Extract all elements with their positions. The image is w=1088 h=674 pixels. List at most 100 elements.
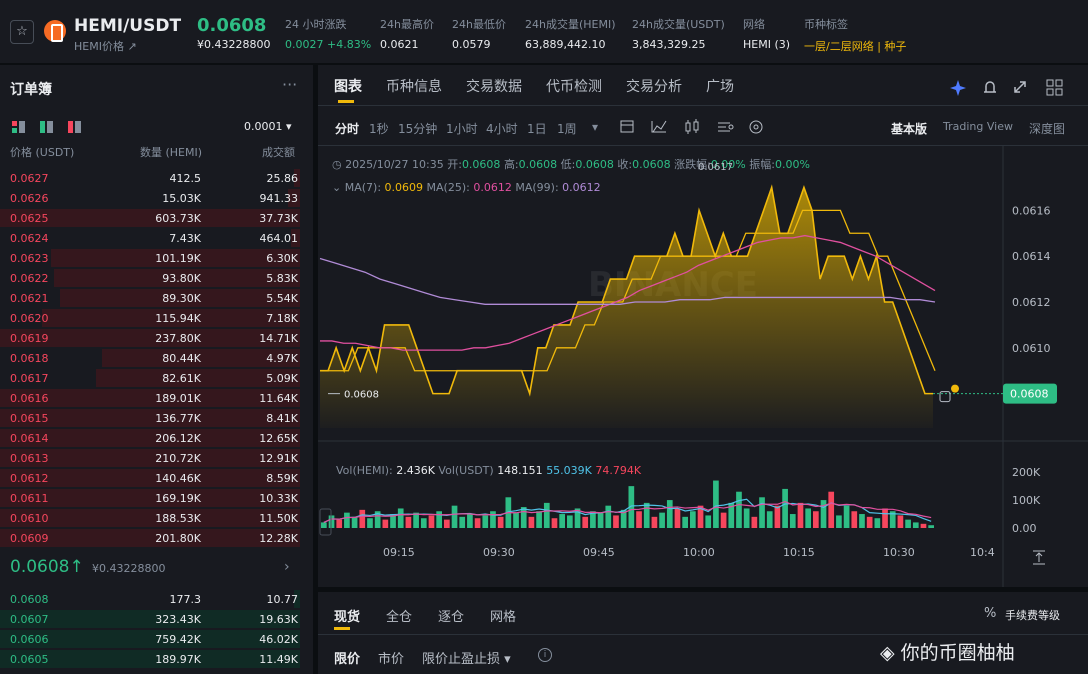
volume-readout: Vol(HEMI): 2.436K Vol(USDT) 148.151 55.0… xyxy=(336,464,641,477)
ask-row[interactable]: 0.0618 80.44K 4.97K xyxy=(0,348,313,368)
depth-bar xyxy=(60,289,300,307)
volume-bar xyxy=(513,512,519,528)
pair-title[interactable]: HEMI/USDT xyxy=(74,16,182,36)
indicator-icon[interactable] xyxy=(651,120,667,133)
ohlc-open-label: 开: xyxy=(447,158,462,171)
info-icon[interactable]: i xyxy=(538,648,552,662)
ask-row[interactable]: 0.0620 115.94K 7.18K xyxy=(0,308,313,328)
interval-more-dropdown[interactable]: ▾ xyxy=(592,120,599,134)
depth-bar xyxy=(42,309,300,327)
depth-bar xyxy=(0,610,300,628)
interval-1h[interactable]: 1小时 xyxy=(446,122,478,136)
stat-network-value[interactable]: HEMI (3) xyxy=(743,38,791,51)
bid-row[interactable]: 0.0606 759.42K 46.02K xyxy=(0,629,313,649)
ma-collapse-icon[interactable]: ⌄ xyxy=(332,181,345,194)
order-type-market[interactable]: 市价 xyxy=(378,652,405,667)
row-qty: 93.80K xyxy=(162,272,201,285)
tab-trade-data[interactable]: 交易数据 xyxy=(466,79,522,95)
interval-15m[interactable]: 15分钟 xyxy=(398,122,438,136)
ma25-value: 0.0612 xyxy=(473,181,512,194)
last-price-badge-label: 0.0608 xyxy=(1010,388,1049,401)
ask-row[interactable]: 0.0625 603.73K 37.73K xyxy=(0,208,313,228)
row-qty: 177.3 xyxy=(169,593,202,606)
price-chart[interactable]: BINANCE0.06100.06120.06140.06160.06080.0… xyxy=(318,146,1088,587)
layout-grid-icon[interactable] xyxy=(1046,79,1063,96)
volume-bar xyxy=(912,522,919,528)
ask-row[interactable]: 0.0624 7.43K 464.01 xyxy=(0,228,313,248)
row-total: 25.86 xyxy=(266,172,299,185)
stat-24h-low-label: 24h最低价 xyxy=(452,18,506,31)
order-type-stop-limit[interactable]: 限价止盈止损 ▾ xyxy=(422,652,511,667)
tab-grid[interactable]: 网格 xyxy=(490,610,517,625)
ask-row[interactable]: 0.0622 93.80K 5.83K xyxy=(0,268,313,288)
fee-level-link[interactable]: 手续费等级 xyxy=(1005,609,1060,622)
precision-select[interactable]: 0.0001 ▾ xyxy=(244,120,292,133)
draw-tools-icon[interactable] xyxy=(718,122,734,132)
depth-bar xyxy=(0,389,300,407)
ask-row[interactable]: 0.0616 189.01K 11.64K xyxy=(0,388,313,408)
book-view-asks-icon[interactable] xyxy=(68,121,81,133)
stat-24h-vol-usdt-label: 24h成交量(USDT) xyxy=(632,18,725,31)
more-options-icon[interactable]: ··· xyxy=(282,75,298,94)
ohlc-low-label: 低: xyxy=(560,158,576,171)
ai-sparkle-icon[interactable] xyxy=(950,80,966,96)
view-tradingview[interactable]: Trading View xyxy=(943,120,1013,133)
ask-row[interactable]: 0.0611 169.19K 10.33K xyxy=(0,488,313,508)
view-depth[interactable]: 深度图 xyxy=(1029,122,1066,136)
ask-row[interactable]: 0.0627 412.5 25.86 xyxy=(0,168,313,188)
ask-row[interactable]: 0.0612 140.46K 8.59K xyxy=(0,468,313,488)
order-type-limit[interactable]: 限价 xyxy=(334,652,361,667)
row-price: 0.0624 xyxy=(10,232,49,245)
bell-icon[interactable] xyxy=(984,81,996,93)
ask-row[interactable]: 0.0610 188.53K 11.50K xyxy=(0,508,313,528)
stat-tags-value[interactable]: 一层/二层网络 | 种子 xyxy=(804,40,907,53)
ask-row[interactable]: 0.0621 89.30K 5.54K xyxy=(0,288,313,308)
tab-isolated[interactable]: 逐仓 xyxy=(438,610,465,625)
expand-icon[interactable] xyxy=(1014,81,1026,93)
ask-row[interactable]: 0.0615 136.77K 8.41K xyxy=(0,408,313,428)
tab-chart[interactable]: 图表 xyxy=(334,79,362,95)
tab-spot[interactable]: 现货 xyxy=(334,610,361,625)
row-qty: 15.03K xyxy=(162,192,201,205)
ask-row[interactable]: 0.0609 201.80K 12.28K xyxy=(0,528,313,548)
ask-row[interactable]: 0.0614 206.12K 12.65K xyxy=(0,428,313,448)
tab-coin-info[interactable]: 币种信息 xyxy=(386,79,442,95)
depth-bar xyxy=(0,509,300,527)
tab-square[interactable]: 广场 xyxy=(706,79,734,95)
calendar-icon[interactable] xyxy=(620,120,634,133)
interval-1s[interactable]: 1秒 xyxy=(369,122,389,136)
ask-row[interactable]: 0.0619 237.80K 14.71K xyxy=(0,328,313,348)
favorite-star-icon[interactable]: ☆ xyxy=(10,20,34,44)
pair-price-link[interactable]: HEMI价格 ↗ xyxy=(74,40,137,53)
binance-square-logo-icon: ◈ xyxy=(880,642,901,664)
view-basic[interactable]: 基本版 xyxy=(891,122,928,136)
depth-bar xyxy=(0,449,300,467)
tab-cross[interactable]: 全仓 xyxy=(386,610,413,625)
tab-trade-analysis[interactable]: 交易分析 xyxy=(626,79,682,95)
bid-row[interactable]: 0.0608 177.3 10.77 xyxy=(0,589,313,609)
bid-row[interactable]: 0.0605 189.97K 11.49K xyxy=(0,649,313,669)
interval-4h[interactable]: 4小时 xyxy=(486,122,518,136)
row-price: 0.0609 xyxy=(10,532,49,545)
bid-row[interactable]: 0.0607 323.43K 19.63K xyxy=(0,609,313,629)
volume-bar xyxy=(882,508,888,528)
interval-timeline[interactable]: 分时 xyxy=(335,122,360,136)
book-view-bids-icon[interactable] xyxy=(40,121,53,133)
candle-type-icon[interactable] xyxy=(685,119,699,134)
ask-row[interactable]: 0.0617 82.61K 5.09K xyxy=(0,368,313,388)
stat-24h-change-value: 0.0027 +4.83% xyxy=(285,38,372,51)
ask-row[interactable]: 0.0623 101.19K 6.30K xyxy=(0,248,313,268)
volume-bar xyxy=(490,511,496,528)
volume-bar xyxy=(728,502,735,528)
ask-row[interactable]: 0.0626 15.03K 941.33 xyxy=(0,188,313,208)
settings-icon[interactable] xyxy=(749,120,763,134)
y-tick-label: 0.0612 xyxy=(1012,296,1051,309)
interval-1w[interactable]: 1周 xyxy=(557,122,577,136)
row-total: 10.77 xyxy=(266,593,299,606)
tab-token-check[interactable]: 代币检测 xyxy=(546,79,602,95)
row-qty: 7.43K xyxy=(169,232,201,245)
chevron-right-icon[interactable]: › xyxy=(284,559,290,575)
ask-row[interactable]: 0.0613 210.72K 12.91K xyxy=(0,448,313,468)
book-view-both-icon[interactable] xyxy=(12,121,25,133)
interval-1d[interactable]: 1日 xyxy=(527,122,547,136)
